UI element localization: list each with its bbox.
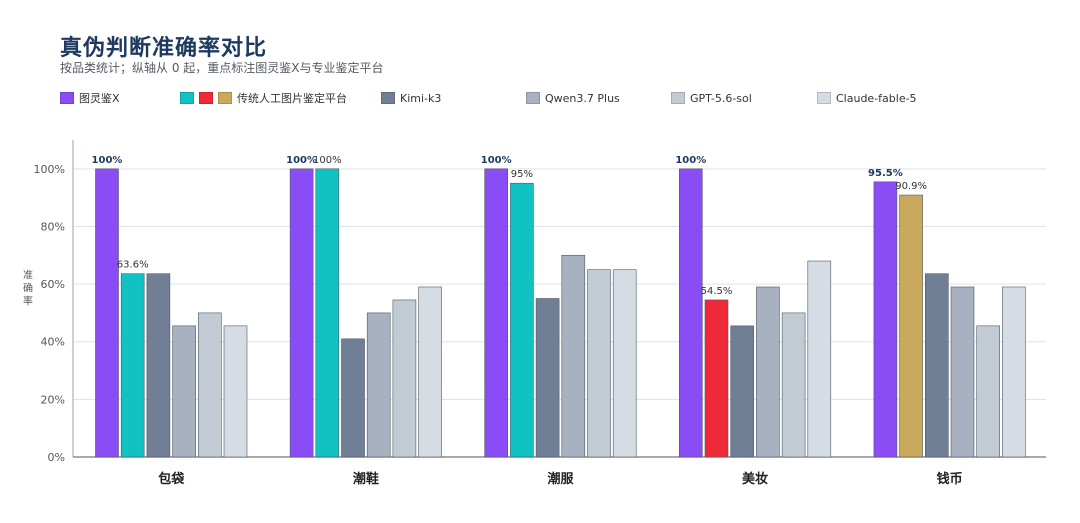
bar xyxy=(95,168,119,458)
bar xyxy=(976,325,1001,458)
legend-swatch xyxy=(671,92,685,104)
legend-swatch xyxy=(526,92,540,104)
data-label: 95% xyxy=(511,169,533,180)
bar xyxy=(366,312,391,458)
chart-subtitle: 按品类统计；纵轴从 0 起，重点标注图灵鉴X与专业鉴定平台 xyxy=(60,61,384,75)
data-label: 95.5% xyxy=(868,168,903,179)
data-label: 63.6% xyxy=(117,260,149,271)
y-tick-label: 80% xyxy=(41,220,65,233)
legend-swatch xyxy=(60,92,74,104)
bar xyxy=(704,299,729,458)
bar xyxy=(924,273,949,458)
data-label: 100% xyxy=(481,155,512,166)
legend-swatch xyxy=(199,92,213,104)
bar xyxy=(484,168,509,458)
bar xyxy=(289,168,314,458)
x-tick-label: 包袋 xyxy=(158,471,185,487)
bar xyxy=(730,325,755,458)
legend-swatch xyxy=(817,92,831,104)
bar xyxy=(561,254,586,458)
y-tick-label: 40% xyxy=(41,336,65,349)
legend-item-tulingjian: 图灵鉴X xyxy=(60,91,120,105)
bar xyxy=(198,312,222,458)
legend-swatch xyxy=(218,92,232,104)
bar xyxy=(315,168,340,458)
legend-item-kimi: Kimi-k3 xyxy=(381,91,441,105)
data-label: 90.9% xyxy=(895,181,927,192)
legend-item-claude: Claude-fable-5 xyxy=(817,91,917,105)
bar xyxy=(120,273,145,458)
y-tick-label: 20% xyxy=(41,393,65,406)
x-tick-label: 钱币 xyxy=(937,471,963,487)
bar xyxy=(146,273,171,458)
data-label: 100% xyxy=(313,155,342,166)
bar xyxy=(678,168,703,458)
bar xyxy=(172,325,196,458)
legend-label: 图灵鉴X xyxy=(79,92,120,105)
data-label: 54.5% xyxy=(701,286,733,297)
legend-item-qwen: Qwen3.7 Plus xyxy=(526,91,620,105)
bar xyxy=(587,269,611,458)
bar xyxy=(950,286,975,458)
legend-label: Claude-fable-5 xyxy=(836,91,917,105)
bar xyxy=(873,181,898,458)
y-tick-label: 0% xyxy=(48,451,65,464)
bar xyxy=(756,286,780,458)
bar xyxy=(341,338,365,458)
bar xyxy=(510,182,534,458)
chart-title: 真伪判断准确率对比 xyxy=(60,36,268,61)
data-label: 100% xyxy=(675,155,706,166)
x-tick-label: 潮服 xyxy=(547,471,574,487)
y-axis-label: 准确率 xyxy=(23,270,33,308)
bar xyxy=(612,269,637,458)
legend-swatch xyxy=(381,92,395,104)
legend-swatch xyxy=(180,92,194,104)
bar xyxy=(418,286,442,458)
bar xyxy=(223,325,248,458)
data-label: 100% xyxy=(286,155,317,166)
legend-item-traditional-platform: 传统人工图片鉴定平台 xyxy=(180,91,347,105)
data-label: 100% xyxy=(92,155,123,166)
x-tick-label: 美妆 xyxy=(742,471,768,487)
legend: 图灵鉴X 传统人工图片鉴定平台 Kimi-k3 Qwen3.7 Plus GPT… xyxy=(0,0,1080,110)
x-tick-label: 潮鞋 xyxy=(353,471,379,487)
legend-label: 传统人工图片鉴定平台 xyxy=(237,92,347,105)
legend-item-gpt: GPT-5.6-sol xyxy=(671,91,752,105)
y-tick-label: 100% xyxy=(34,163,65,176)
bar xyxy=(535,298,560,458)
bar xyxy=(781,312,806,458)
bar xyxy=(1002,286,1026,458)
bar xyxy=(392,299,417,458)
bar xyxy=(807,260,832,458)
legend-label: Qwen3.7 Plus xyxy=(545,91,620,105)
legend-label: GPT-5.6-sol xyxy=(690,91,752,105)
y-tick-label: 60% xyxy=(41,278,65,291)
legend-label: Kimi-k3 xyxy=(400,91,442,105)
bar xyxy=(899,194,923,458)
